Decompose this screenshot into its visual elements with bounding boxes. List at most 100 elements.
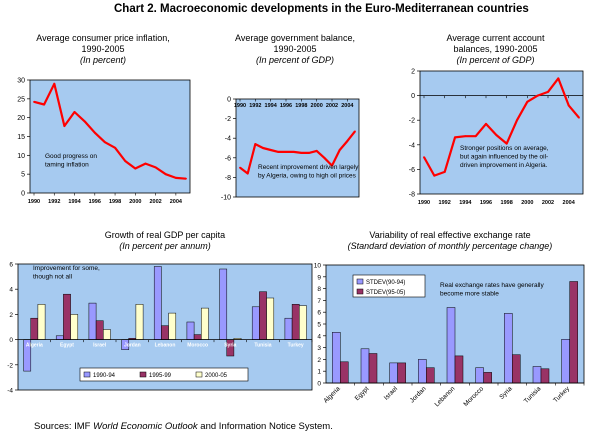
panel5-title-line1: Variability of real effective exchange r… (369, 230, 531, 240)
chart4-ytick-label: 6 (9, 262, 13, 269)
chart5-bar (368, 353, 378, 384)
chart2-data-point (277, 151, 280, 153)
chart2-xtick-label: 1990 (234, 103, 246, 109)
chart4-legend-swatch (139, 371, 147, 378)
chart1-xtick-label: 1992 (48, 199, 60, 205)
chart4-bar (30, 317, 39, 340)
chart4-bar (284, 317, 293, 340)
chart3-data-point (516, 119, 518, 122)
chart4-bar (103, 329, 111, 340)
chart1-data-point (114, 146, 116, 149)
chart4-annotation-line: though not all (33, 274, 73, 281)
chart5-category-label: Algeria (322, 385, 342, 405)
chart4-bar (95, 320, 104, 340)
chart1-annotation-line: Good progress on (45, 153, 97, 160)
chart1-data-point (73, 111, 76, 113)
chart2-data-point (323, 156, 326, 159)
chart5-bar (332, 332, 341, 384)
chart1-data-point (104, 141, 106, 144)
chart4-ytick-label: 0 (9, 337, 13, 344)
chart3-data-point (443, 170, 446, 173)
chart5-category-label: Syria (498, 385, 514, 401)
chart4-category-label: Egypt (60, 343, 74, 349)
source-note: Sources: IMF World Economic Outlook and … (34, 421, 333, 432)
chart4-category-label: Morocco (187, 343, 208, 349)
chart1-data-point (93, 131, 96, 134)
panel3-title-line2: balances, 1990-2005 (453, 44, 538, 54)
panel3-subtitle: (In percent of GDP) (456, 55, 535, 65)
chart4-bar (186, 321, 195, 340)
chart5-bar (483, 372, 492, 384)
chart5-bar (569, 281, 578, 384)
chart2-xtick-label: 2002 (326, 103, 338, 109)
panel5-title: Variability of real effective exchange r… (335, 230, 565, 252)
chart3-xtick-label: 1992 (439, 200, 451, 206)
chart4-legend-label: 2000-05 (205, 373, 228, 379)
chart5-bar (475, 367, 484, 384)
chart4-bar (266, 297, 275, 340)
chart2-ytick-label: -4 (225, 136, 231, 143)
chart3-xtick-label: 1996 (480, 200, 492, 206)
chart1-data-point (144, 162, 147, 165)
chart3-data-point (505, 142, 508, 145)
chart4-bar (153, 266, 162, 340)
chart1-data-point (174, 177, 177, 179)
chart1-xtick-label: 2004 (170, 199, 183, 205)
chart1-data-point (164, 173, 167, 176)
chart3-annotation-line: but again influenced by the oil- (460, 154, 548, 161)
chart5-category-label: Morocco (462, 385, 485, 408)
chart4-bar (291, 304, 300, 340)
chart2-ytick-label: -6 (225, 155, 231, 162)
chart5-ytick-label: 1 (317, 369, 321, 376)
chart5-bar (504, 313, 513, 384)
chart4-ytick-label: 2 (9, 312, 13, 319)
chart4-legend-swatch (83, 371, 91, 378)
source-italic: World Economic Outlook (93, 421, 198, 432)
chart2-data-point (354, 130, 356, 133)
chart5-category-label: Turkey (552, 385, 571, 404)
chart5-ytick-label: 5 (317, 322, 321, 329)
chart1-data-point (124, 160, 127, 162)
chart2-data-point (292, 151, 295, 153)
chart2-data-point (308, 152, 310, 154)
chart2-ytick-label: -10 (221, 195, 231, 202)
chart2-data-point (331, 164, 333, 167)
chart3-annotation-line: driven improvement in Algeria. (460, 162, 548, 169)
chart3-data-point (464, 135, 467, 138)
chart5-ytick-label: 4 (317, 333, 321, 340)
chart5-bar (418, 359, 427, 384)
chart5-bar (540, 368, 550, 384)
chart1-xtick-label: 1998 (109, 199, 121, 205)
chart4-category-label: Lebanon (155, 343, 176, 349)
chart4-category-label: Turkey (288, 343, 304, 349)
chart5-legend-label: STDEV(95-05) (366, 290, 405, 296)
chart4-bar (259, 291, 267, 340)
chart4-bar (70, 314, 79, 340)
chart3-xtick-label: 2002 (542, 200, 554, 206)
chart1-annotation-line: taming inflation (45, 162, 89, 169)
chart4-category-label: Algeria (26, 343, 43, 349)
chart3-plot-area (419, 70, 584, 195)
chart5-legend-swatch (356, 278, 364, 285)
chart1-data-point (63, 125, 66, 127)
chart4-ytick-label: -2 (7, 362, 13, 369)
chart3-ytick-label: -4 (409, 142, 415, 149)
chart1-xtick-label: 1996 (89, 199, 101, 205)
chart4-legend-label: 1995-99 (149, 373, 172, 379)
chart5-bar (389, 362, 398, 384)
panel1-title-line1: Average consumer price inflation, (36, 33, 170, 43)
chart5-category-label: Israel (383, 385, 400, 402)
chart3-data-point (433, 174, 436, 177)
chart2-annotation-line: by Algeria, owing to high oil prices (258, 173, 357, 180)
panel2-title-line1: Average government balance, (235, 33, 355, 43)
source-prefix: Sources: IMF (34, 421, 94, 432)
chart4-annotation-line: Improvement for some, (33, 265, 100, 272)
panel4-subtitle: (In percent per annum) (119, 241, 211, 251)
chart4-category-label: Israel (93, 343, 107, 349)
chart2-data-point (346, 140, 349, 143)
chart4-bar (88, 302, 97, 340)
chart1-xtick-label: 2002 (149, 199, 161, 205)
chart5-ytick-label: 3 (317, 345, 321, 352)
chart3-data-point (536, 94, 539, 97)
